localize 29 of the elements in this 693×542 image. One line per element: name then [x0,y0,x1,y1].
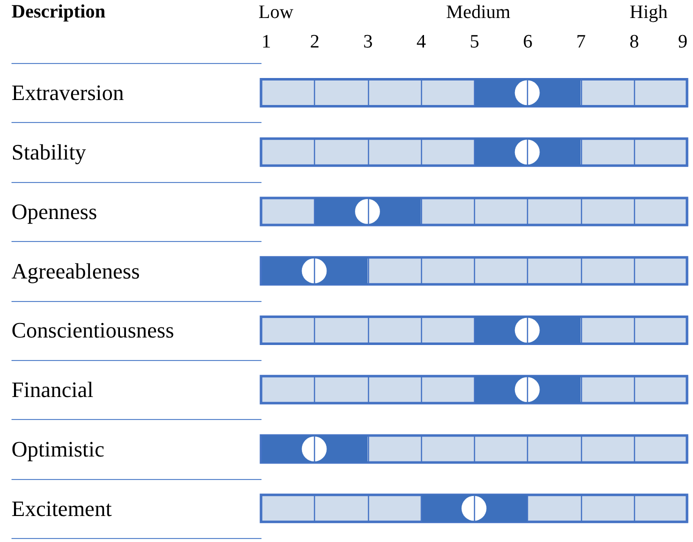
y-tick-label: Extraversion [12,80,124,106]
point [462,496,486,521]
point [302,436,327,462]
y-tick-label: Conscientiousness [12,318,174,343]
x-tick-label: 8 [630,32,639,52]
y-tick-label: Agreeableness [12,258,140,284]
point [514,377,540,402]
x-tick-label: 9 [678,32,688,52]
y-tick-label: Stability [12,140,86,165]
point [355,199,380,224]
point [514,80,540,106]
text: High [630,2,668,23]
y-tick-label: Openness [12,198,98,224]
point [302,258,327,284]
x-tick-label: 3 [363,32,373,52]
x-tick-label: 5 [470,32,480,52]
x-tick-label: 2 [310,32,320,52]
x-tick-label: 4 [416,32,426,52]
point [514,140,540,164]
text: Medium [446,2,511,23]
y-axis-title: Description [12,2,106,22]
x-tick-label: 1 [262,32,271,52]
y-tick-label: Financial [12,377,94,402]
text: Low [258,2,294,23]
point [514,318,540,343]
y-tick-label: Excitement [12,496,112,521]
x-tick-label: 7 [576,32,586,52]
x-tick-label: 6 [523,32,532,52]
y-tick-label: Optimistic [12,436,105,462]
